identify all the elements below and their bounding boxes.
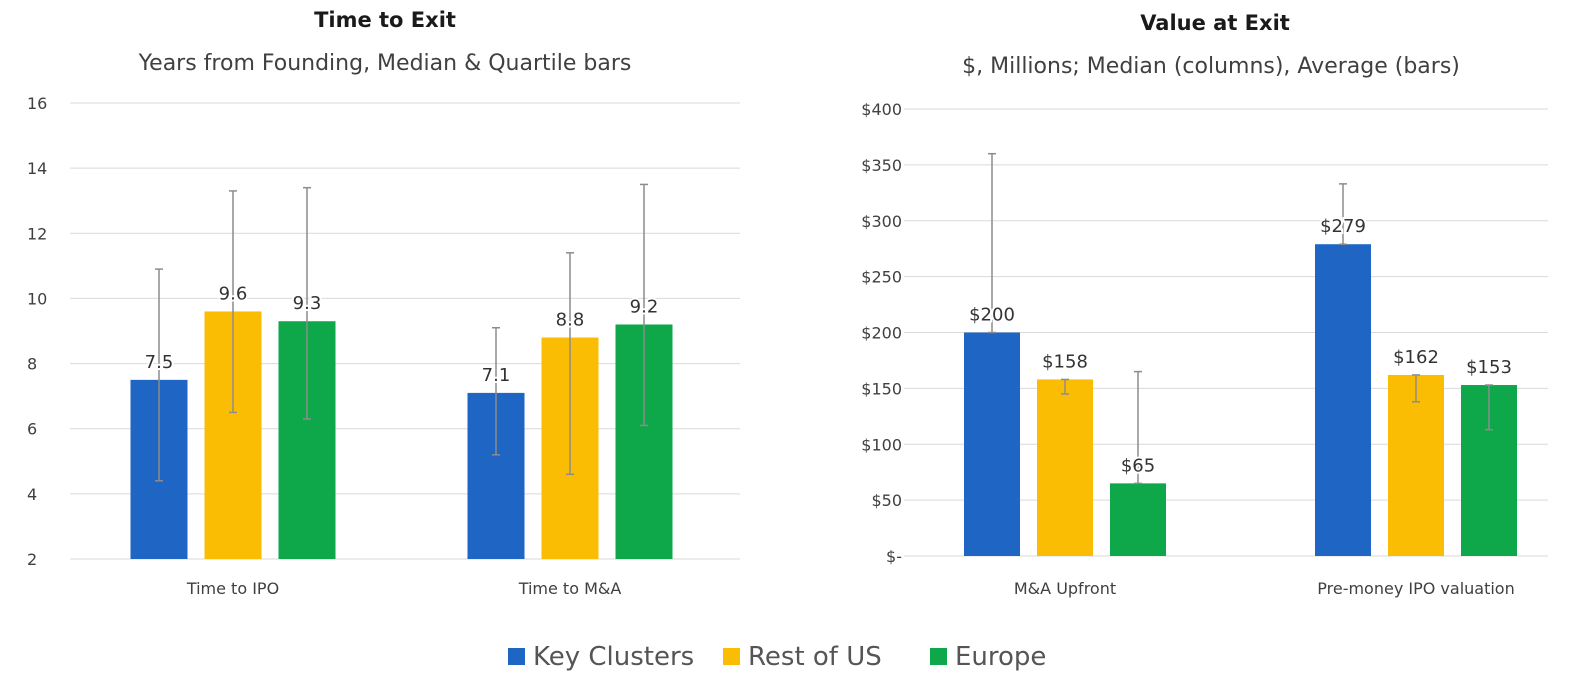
value-at-exit-data-label: $65 (1121, 455, 1155, 476)
value-at-exit-data-label: $279 (1320, 216, 1366, 237)
legend-swatch (930, 648, 947, 665)
value-at-exit-data-label: $162 (1393, 347, 1439, 368)
time-to-exit-ytick-label: 2 (27, 550, 37, 569)
time-to-exit-ytick-label: 16 (27, 94, 47, 113)
value-at-exit-bar (1037, 379, 1093, 556)
legend-swatch (508, 648, 525, 665)
legend-swatch (723, 648, 740, 665)
value-at-exit-category-label: M&A Upfront (1014, 579, 1116, 598)
value-at-exit-ytick-label: $300 (861, 212, 902, 231)
value-at-exit-bar (1388, 374, 1444, 556)
time-to-exit-ytick-label: 14 (27, 159, 47, 178)
value-at-exit-ytick-label: $250 (861, 268, 902, 287)
time-to-exit-data-label: 7.1 (482, 365, 511, 386)
time-to-exit-subtitle: Years from Founding, Median & Quartile b… (138, 51, 632, 76)
value-at-exit-ytick-label: $400 (861, 100, 902, 119)
value-at-exit-subtitle: $, Millions; Median (columns), Average (… (962, 54, 1460, 79)
time-to-exit-data-label: 9.6 (219, 283, 248, 304)
value-at-exit-data-label: $153 (1466, 357, 1512, 378)
value-at-exit-ytick-label: $350 (861, 156, 902, 175)
value-at-exit-bar (1110, 483, 1166, 556)
time-to-exit-ytick-label: 12 (27, 224, 47, 243)
value-at-exit-data-label: $158 (1042, 351, 1088, 372)
time-to-exit-data-label: 8.8 (556, 310, 585, 331)
value-at-exit-bar (964, 332, 1020, 556)
time-to-exit-data-label: 9.2 (630, 296, 659, 317)
legend-label: Rest of US (748, 642, 882, 672)
time-to-exit-data-label: 7.5 (145, 352, 174, 373)
value-at-exit-ytick-label: $100 (861, 435, 902, 454)
value-at-exit-bar (1315, 244, 1371, 556)
legend-label: Europe (955, 642, 1046, 672)
time-to-exit-title: Time to Exit (314, 8, 456, 32)
value-at-exit-ytick-label: $50 (871, 491, 902, 510)
value-at-exit-ytick-label: $150 (861, 379, 902, 398)
time-to-exit-category-label: Time to M&A (518, 579, 622, 598)
value-at-exit-title: Value at Exit (1140, 11, 1290, 35)
time-to-exit-ytick-label: 8 (27, 355, 37, 374)
legend-label: Key Clusters (533, 642, 694, 672)
value-at-exit-ytick-label: $- (886, 547, 902, 566)
time-to-exit-ytick-label: 6 (27, 420, 37, 439)
value-at-exit-category-label: Pre-money IPO valuation (1317, 579, 1514, 598)
value-at-exit-ytick-label: $200 (861, 324, 902, 343)
value-at-exit-data-label: $200 (969, 305, 1015, 326)
time-to-exit-data-label: 9.3 (293, 293, 322, 314)
time-to-exit-ytick-label: 10 (27, 289, 47, 308)
time-to-exit-ytick-label: 4 (27, 485, 37, 504)
time-to-exit-category-label: Time to IPO (186, 579, 279, 598)
